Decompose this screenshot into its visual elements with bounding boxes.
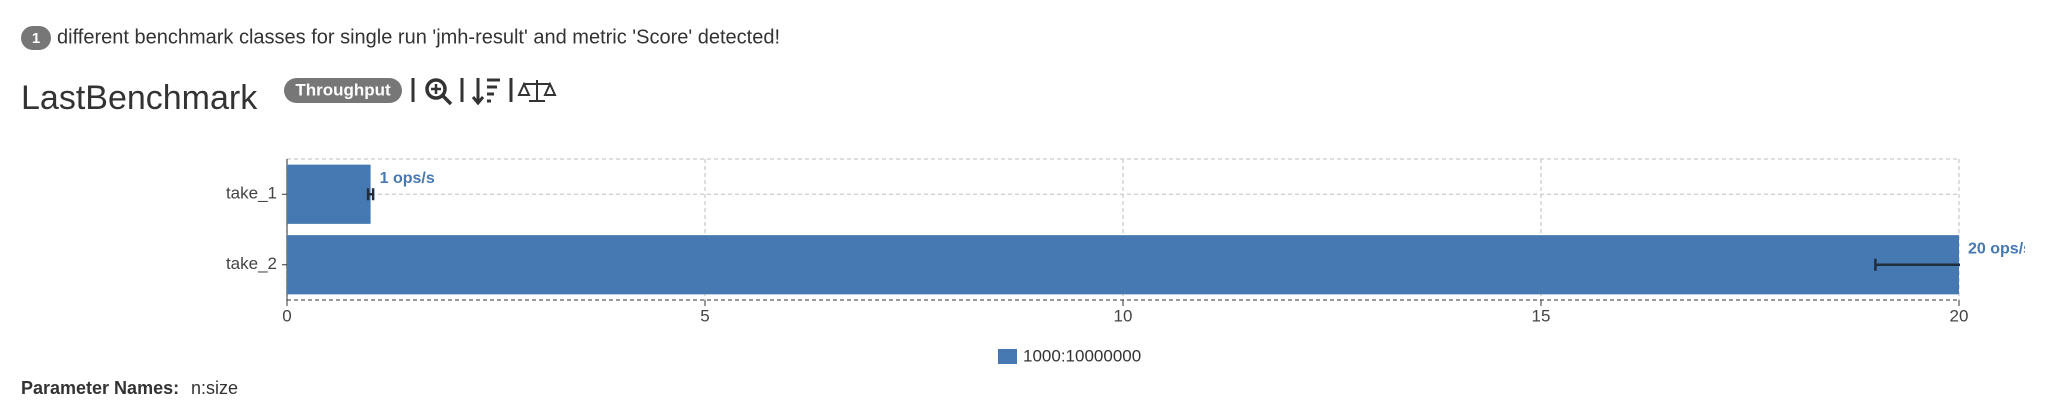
param-value: n:size [191,378,238,398]
chart: 0 5 10 15 20 take_1 1 ops/s take_2 20 ops/s 1000:… [226,158,2025,365]
sort-icon[interactable] [471,78,500,106]
legend-label: 1000:10000000 [1023,346,1141,365]
legend-swatch [998,349,1017,364]
value-label: 1 ops/s [380,170,435,187]
bar [287,235,1959,295]
scale-icon[interactable] [517,80,557,102]
x-tick-label: 20 [1950,306,1969,325]
count-badge [21,26,51,50]
message: different benchmark classes for single r… [57,26,780,48]
error-bar [366,188,375,201]
x-tick-label: 5 [700,306,709,325]
error-bar [1874,258,1960,271]
count-badge-text: 1 [32,30,40,47]
value-label: 20 ops/s [1968,240,2025,257]
bar [287,164,371,224]
x-tick-label: 15 [1532,306,1551,325]
x-tick-label: 10 [1114,306,1133,325]
param-label: Parameter Names: [21,378,179,398]
benchmark-title: LastBenchmark [21,79,258,117]
y-tick-label: take_2 [226,254,277,273]
y-tick-label: take_1 [226,184,277,203]
mode-badge-text: Throughput [295,80,391,99]
zoom-icon[interactable] [425,78,453,106]
mode-badge [284,78,402,103]
x-tick-label: 0 [282,306,291,325]
